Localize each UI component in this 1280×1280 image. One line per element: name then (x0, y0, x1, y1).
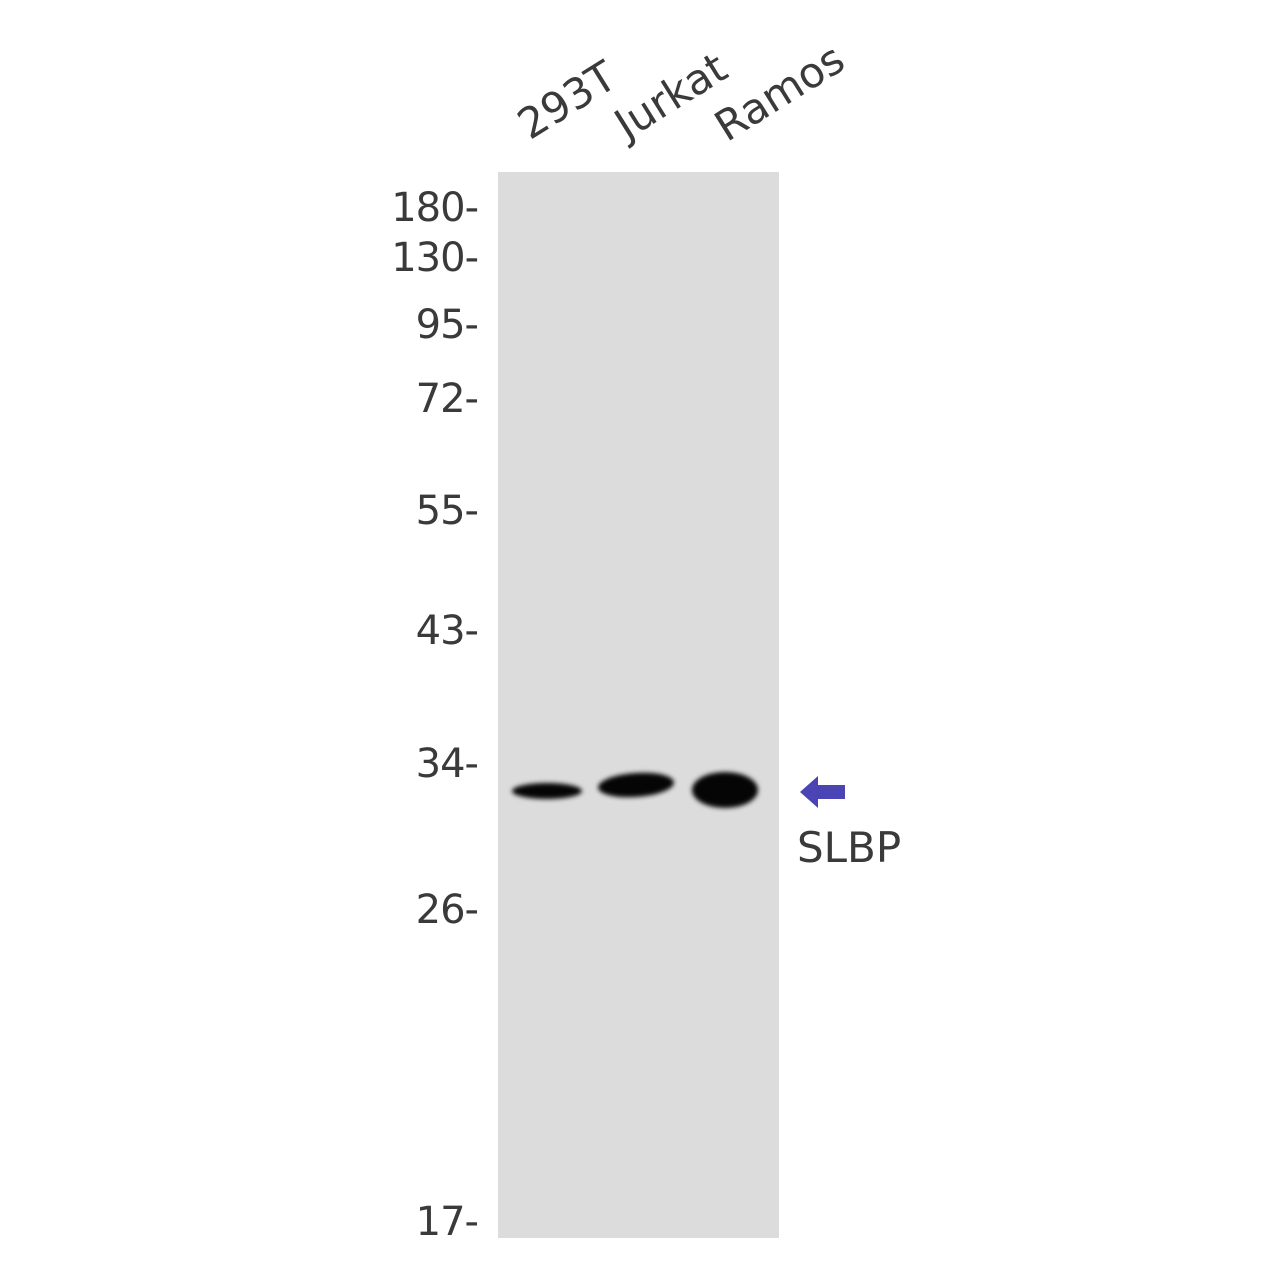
marker-43: 43- (415, 608, 479, 654)
blot-membrane (498, 172, 779, 1238)
marker-34: 34- (415, 741, 479, 787)
lane-label-293t: 293T (509, 51, 625, 149)
marker-130: 130- (391, 235, 479, 281)
lane-label-jurkat: Jurkat (606, 42, 736, 149)
marker-55: 55- (415, 488, 479, 534)
target-protein-label: SLBP (797, 823, 902, 872)
band-293t (512, 783, 582, 799)
marker-26: 26- (415, 887, 479, 933)
marker-72: 72- (415, 376, 479, 422)
lane-label-ramos: Ramos (706, 33, 853, 152)
marker-17: 17- (415, 1199, 479, 1245)
left-arrow-icon (800, 776, 845, 808)
band-ramos (692, 772, 758, 808)
marker-180: 180- (391, 185, 479, 231)
marker-95: 95- (415, 302, 479, 348)
